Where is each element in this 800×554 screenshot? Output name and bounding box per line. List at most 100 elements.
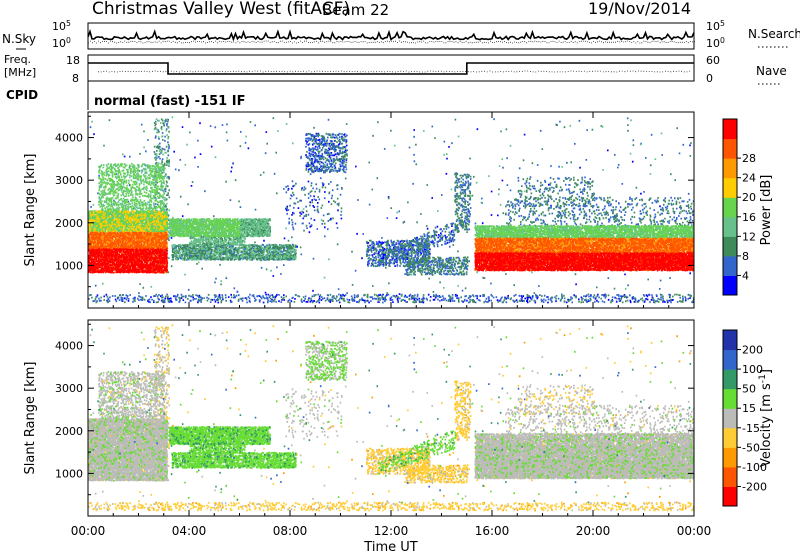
nsky-tick-top: 105 [52, 19, 71, 34]
velocity-colorbar-tick-label: -50 [742, 441, 760, 454]
power-colorbar-swatch [723, 216, 737, 237]
time-x-axis: 00:00 04:00 08:00 12:00 16:00 20:00 00:00 [71, 112, 712, 538]
velocity-colorbar-tick-label: -200 [742, 480, 767, 493]
power-ylabel: Slant Range [km] [23, 154, 38, 267]
y-tick-label: 3000 [55, 174, 83, 187]
power-colorbar-label: Power [dB] [759, 175, 774, 246]
velocity-echo-level-3 [88, 324, 694, 512]
frequency-trace [88, 62, 694, 75]
x-tick-label: 12:00 [374, 524, 409, 538]
power-echo-level-4 [88, 162, 694, 240]
power-echo-level-3 [88, 116, 694, 296]
velocity-colorbar-swatch [723, 330, 737, 351]
cpid-row: CPID normal (fast) -151 IF [6, 81, 245, 110]
y-tick-label: 4000 [55, 340, 83, 353]
nsky-tick-bottom: 100 [52, 36, 71, 51]
power-colorbar-swatch [723, 158, 737, 179]
power-colorbar: 4 8 12 16 20 24 28 [722, 118, 756, 296]
power-colorbar-tick-label: 28 [742, 152, 756, 165]
date-title: 19/Nov/2014 [588, 0, 691, 18]
velocity-ylabel: Slant Range [km] [23, 362, 38, 475]
nsearch-label: N.Search [748, 27, 800, 41]
velocity-scatter [88, 324, 694, 512]
velocity-colorbar-swatch [723, 466, 737, 487]
velocity-colorbar-tick-label: 50 [742, 383, 756, 396]
velocity-colorbar-tick-label: 100 [742, 363, 763, 376]
freq-line [88, 62, 694, 75]
power-colorbar-swatch [723, 275, 737, 296]
velocity-colorbar-tick-label: -15 [742, 422, 760, 435]
noise-trace [87, 29, 695, 44]
velocity-colorbar-swatch [723, 427, 737, 448]
velocity-colorbar-tick-label: 15 [742, 402, 756, 415]
power-colorbar-tick-label: 20 [742, 191, 756, 204]
nsearch-dots [88, 40, 695, 44]
station-title: Christmas Valley West (fitACF) [92, 0, 350, 19]
x-tick-label: 00:00 [677, 524, 712, 538]
x-tick-label: 20:00 [576, 524, 611, 538]
power-panel: 1000 2000 3000 4000 Slant Range [km] 4 8 12 16… [23, 111, 774, 309]
x-tick-label: 04:00 [172, 524, 207, 538]
power-colorbar-swatch [723, 197, 737, 218]
power-colorbar-tick-label: 16 [742, 211, 756, 224]
nave-tick-top: 60 [706, 54, 720, 67]
velocity-y-axis: 1000 2000 3000 4000 [55, 323, 694, 496]
velocity-colorbar-tick-label: -100 [742, 461, 767, 474]
velocity-echo-level-2 [92, 327, 694, 512]
freq-tick-bottom: 8 [72, 72, 79, 85]
y-tick-label: 3000 [55, 382, 83, 395]
x-tick-label: 16:00 [475, 524, 510, 538]
velocity-colorbar-swatch [723, 388, 737, 409]
cpid-label: CPID [6, 88, 38, 102]
frequency-frame [87, 54, 695, 82]
power-echo-level-2 [89, 117, 694, 304]
cpid-text: normal (fast) -151 IF [94, 94, 245, 109]
power-y-axis: 1000 2000 3000 4000 [55, 115, 694, 288]
power-colorbar-frame [722, 118, 738, 296]
nave-tick-bottom: 0 [706, 72, 713, 85]
velocity-echo-level-4 [88, 326, 694, 512]
power-colorbar-swatch [723, 177, 737, 198]
power-colorbar-tick-label: 8 [742, 250, 749, 263]
y-tick-label: 1000 [55, 259, 83, 272]
power-colorbar-tick-label: 12 [742, 230, 756, 243]
nave-dots [98, 70, 691, 73]
velocity-panel: 1000 2000 3000 4000 Slant Range [km] -200 -1… [23, 319, 774, 517]
velocity-colorbar-swatch [723, 486, 737, 507]
frequency-panel: Freq. [MHz] 18 8 60 0 Nave [4, 53, 787, 85]
freq-tick-top: 18 [66, 54, 80, 67]
power-colorbar-tick-label: 4 [742, 269, 749, 282]
x-tick-label: 00:00 [71, 524, 106, 538]
noise-frame [87, 22, 695, 50]
power-colorbar-swatch [723, 119, 737, 140]
power-echo-level-8 [88, 248, 694, 274]
power-colorbar-swatch [723, 255, 737, 276]
power-colorbar-tick-label: 24 [742, 172, 756, 185]
velocity-colorbar-frame [722, 329, 738, 507]
velocity-colorbar-swatch [723, 369, 737, 390]
nave-label: Nave [756, 64, 787, 78]
x-axis-label: Time UT [363, 540, 417, 554]
nsearch-tick-top: 105 [706, 19, 725, 34]
freq-label-line2: [MHz] [4, 66, 36, 79]
velocity-colorbar: -200 -100 -50 -15 15 50 100 200 [722, 329, 767, 507]
power-colorbar-swatch [723, 236, 737, 257]
nsky-label: N.Sky [2, 32, 36, 46]
x-tick-label: 08:00 [273, 524, 308, 538]
y-tick-label: 4000 [55, 132, 83, 145]
velocity-colorbar-swatch [723, 349, 737, 370]
nsearch-tick-bottom: 100 [706, 36, 725, 51]
power-scatter [88, 116, 694, 304]
beam-title: Beam 22 [322, 1, 389, 19]
y-tick-label: 1000 [55, 467, 83, 480]
power-echo-level-5 [88, 210, 168, 233]
velocity-colorbar-swatch [723, 447, 737, 468]
velocity-colorbar-swatch [723, 408, 737, 429]
noise-panel: N.Sky 105 100 105 100 N.Search [2, 19, 800, 51]
velocity-colorbar-tick-label: 200 [742, 344, 763, 357]
nsky-line [87, 29, 695, 42]
freq-label-line1: Freq. [4, 53, 31, 66]
power-echo-level-1 [88, 117, 694, 304]
velocity-colorbar-label: Velocity [m s-1] [758, 369, 774, 467]
